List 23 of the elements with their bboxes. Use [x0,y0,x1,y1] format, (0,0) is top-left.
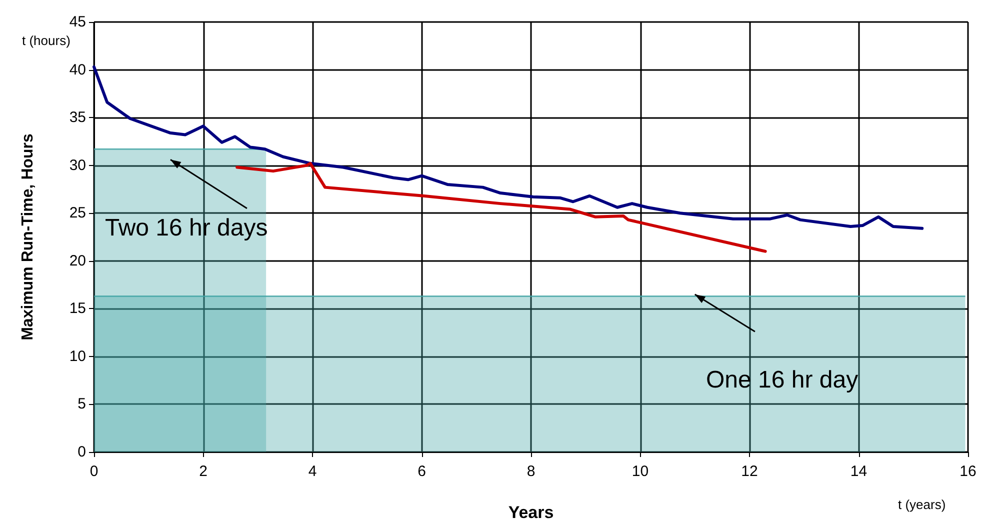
text: t (hours) [22,33,70,48]
y-tick-label: 0 [78,444,86,460]
x-tick-label: 4 [308,463,317,480]
x-tick-label: 6 [418,463,426,480]
y-tick-label: 45 [69,14,86,30]
x-tick-label: 14 [850,463,868,480]
y-tick-label: 10 [69,348,86,365]
y-axis-title: Maximum Run-Time, Hours [20,133,36,340]
y-tick-label: 40 [69,61,86,78]
text: t (years) [898,497,946,512]
x-tick-label: 0 [90,463,98,480]
y-tick-label: 35 [69,109,86,126]
x-tick-label: 8 [526,463,536,480]
y-tick-label: 5 [78,396,86,413]
y-tick-label: 15 [69,300,86,318]
x-tick-label: 10 [632,463,649,480]
x-axis-title: Years [508,503,554,522]
x-tick-label: 16 [960,463,976,480]
x-tick-label: 2 [199,463,208,480]
y-tick-label: 30 [69,156,86,174]
y-tick-label: 20 [69,252,86,270]
x-tick-label: 12 [741,463,758,480]
y-tick-label: 25 [69,204,86,222]
